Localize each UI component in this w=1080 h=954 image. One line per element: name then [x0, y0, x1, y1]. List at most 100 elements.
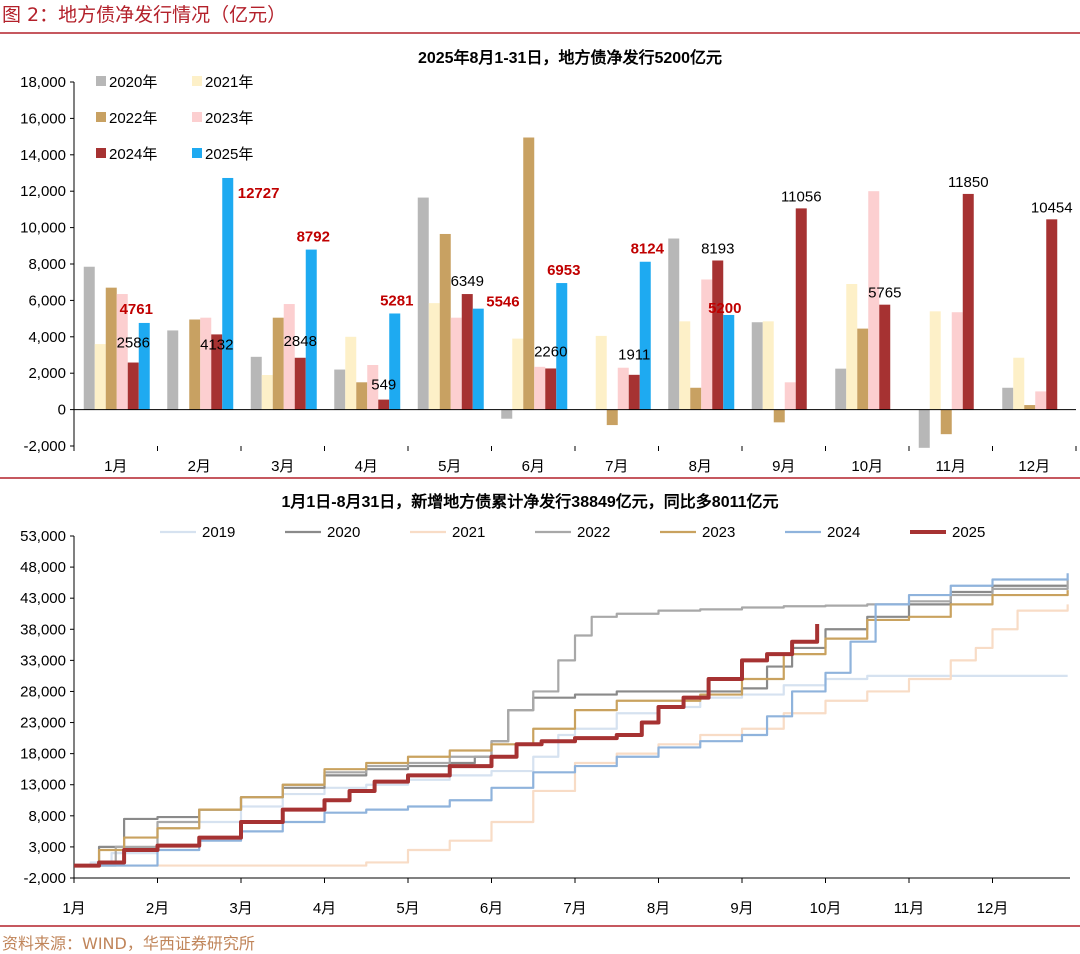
bar-label-2025: 12727	[238, 185, 280, 202]
bar	[83, 266, 95, 410]
bar-x-tick-label: 2月	[188, 458, 211, 475]
bar-legend-swatch	[192, 148, 202, 158]
bar	[283, 304, 295, 410]
bar	[606, 409, 618, 426]
bar-label-2025: 6953	[547, 262, 580, 279]
bar	[211, 334, 223, 410]
bar-y-tick-label: 2,000	[28, 365, 66, 382]
bar-y-tick-label: -2,000	[23, 438, 66, 455]
bar-label-2024: 4132	[200, 337, 233, 354]
bar-y-tick-label: 14,000	[20, 147, 66, 164]
bar-label-2024: 5765	[868, 285, 901, 302]
bar-x-tick-label: 11月	[935, 458, 966, 475]
bar-label-2024: 549	[371, 377, 396, 394]
line-y-tick-label: 8,000	[28, 808, 66, 825]
line-x-axis: 1月 2月 3月 4月 5月 6月 7月 8月 9月 10月 11月 12月	[62, 877, 1070, 917]
bar	[690, 387, 702, 410]
bar	[250, 356, 262, 410]
bar	[501, 409, 513, 419]
bar-y-tick-label: 8,000	[28, 256, 66, 273]
bar	[305, 249, 317, 410]
series-line	[74, 604, 1069, 867]
bar-label-2025: 8792	[297, 229, 330, 246]
line-plot-area	[74, 573, 1069, 868]
bar	[918, 409, 930, 448]
line-legend: 2019 2020 2021 2022 2023 2024 2025	[160, 524, 985, 541]
line-x-tick-label: 9月	[730, 900, 753, 917]
line-y-tick-label: 18,000	[20, 746, 66, 763]
bar	[1013, 357, 1025, 410]
bar-x-tick-label: 1月	[104, 458, 127, 475]
bar	[1046, 219, 1058, 410]
bar-legend-swatch	[192, 76, 202, 86]
line-x-tick-label: 7月	[563, 900, 586, 917]
bar-y-axis: -2,000 0 2,000 4,000 6,000 8,000 10,000 12,000 1…	[20, 74, 75, 455]
bar	[1002, 387, 1014, 410]
line-x-tick-label: 12月	[977, 900, 1009, 917]
series-line	[74, 573, 1069, 867]
bar	[94, 344, 106, 410]
bar-x-tick-label: 7月	[605, 458, 628, 475]
bar	[222, 177, 234, 410]
bar	[868, 191, 880, 410]
bar	[712, 260, 724, 410]
bar-legend-label: 2023年	[205, 110, 253, 127]
bar	[127, 362, 139, 410]
bar-legend-label: 2022年	[109, 110, 157, 127]
line-y-tick-label: -2,000	[23, 870, 66, 887]
bar	[534, 366, 546, 410]
bar	[334, 369, 346, 410]
bar	[679, 321, 691, 410]
bar	[167, 330, 179, 410]
bar	[846, 284, 858, 410]
bar-x-tick-label: 6月	[522, 458, 545, 475]
bar	[367, 365, 379, 410]
line-y-tick-label: 23,000	[20, 715, 66, 732]
bar	[723, 314, 735, 410]
bar-label-2024: 11056	[781, 188, 822, 205]
line-legend-label: 2020	[327, 524, 360, 541]
bar	[138, 322, 150, 410]
line-legend-label: 2019	[202, 524, 235, 541]
line-y-tick-label: 3,000	[28, 839, 66, 856]
bar	[951, 312, 963, 410]
line-x-tick-label: 2月	[146, 900, 169, 917]
bar	[929, 311, 941, 410]
bar-label-2025: 8124	[631, 241, 665, 258]
bar	[701, 279, 713, 410]
bar-legend-label: 2021年	[205, 74, 253, 91]
line-x-tick-label: 6月	[480, 900, 503, 917]
bar	[556, 283, 568, 410]
bar-y-tick-label: 12,000	[20, 183, 66, 200]
bar-x-tick-label: 10月	[851, 458, 883, 475]
bar-y-tick-label: 0	[58, 402, 66, 419]
bar-legend-swatch	[96, 148, 106, 158]
bar	[1024, 405, 1036, 410]
line-legend-label: 2022	[577, 524, 610, 541]
bar	[784, 382, 796, 410]
bar-x-tick-label: 4月	[355, 458, 378, 475]
bar	[617, 367, 629, 410]
bar	[428, 303, 440, 410]
bar-legend-swatch	[96, 112, 106, 122]
bar-y-tick-label: 6,000	[28, 292, 66, 309]
bar-y-tick-label: 16,000	[20, 110, 66, 127]
bar	[1035, 391, 1047, 410]
bar	[668, 238, 680, 410]
bar	[200, 317, 212, 410]
line-x-tick-label: 5月	[396, 900, 419, 917]
line-x-tick-label: 1月	[62, 900, 85, 917]
line-x-tick-label: 10月	[810, 900, 842, 917]
bar	[189, 319, 201, 410]
bar	[857, 328, 869, 410]
bar	[879, 304, 891, 410]
bar	[261, 375, 273, 410]
bar-label-2024: 2586	[117, 335, 150, 352]
bar-label-2024: 2260	[534, 343, 567, 360]
line-y-tick-label: 28,000	[20, 683, 66, 700]
bar	[294, 357, 306, 410]
bar-label-2024: 1911	[618, 347, 650, 364]
series-line	[74, 623, 820, 868]
bar-chart-title: 2025年8月1-31日，地方债净发行5200亿元	[418, 48, 722, 67]
